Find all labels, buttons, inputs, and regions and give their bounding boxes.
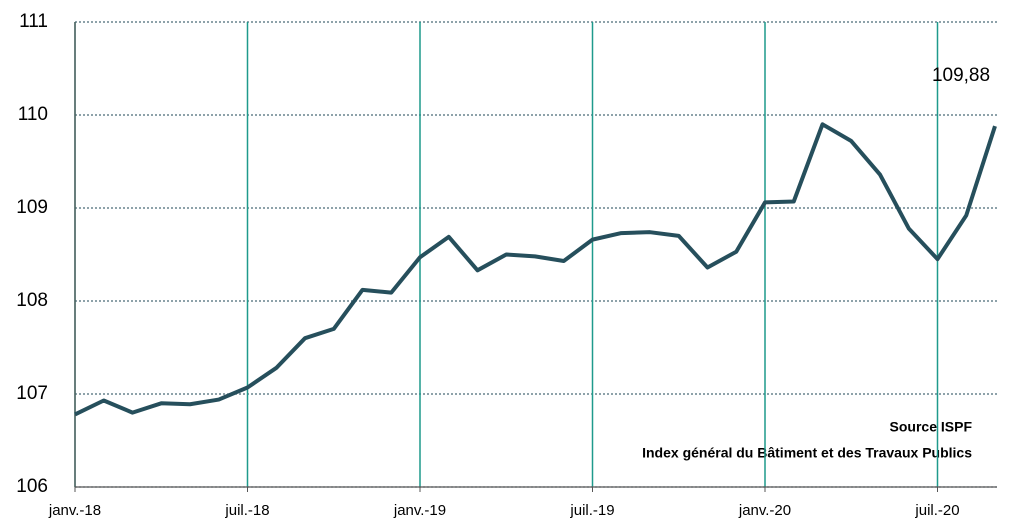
line <box>74 122 997 417</box>
x-tick-label: juil.-18 <box>224 502 269 519</box>
y-tick-label: 111 <box>19 11 48 32</box>
x-tick-label: juil.-20 <box>914 502 959 519</box>
y-tick-label: 110 <box>18 104 48 125</box>
y-tick-label: 108 <box>16 290 48 311</box>
x-tick-label: janv.-19 <box>393 502 446 519</box>
y-tick-label: 109 <box>16 197 48 218</box>
x-tick-label: janv.-18 <box>48 502 101 519</box>
y-tick-label: 107 <box>16 383 48 404</box>
note: Index général du Bâtiment et des Travaux… <box>642 445 972 461</box>
source: Source ISPF <box>890 419 973 435</box>
x-tick-label: juil.-19 <box>569 502 614 519</box>
y-tick-label: 106 <box>16 476 48 497</box>
value-label: 109,88 <box>932 65 990 86</box>
x-tick-label: janv.-20 <box>738 502 791 519</box>
